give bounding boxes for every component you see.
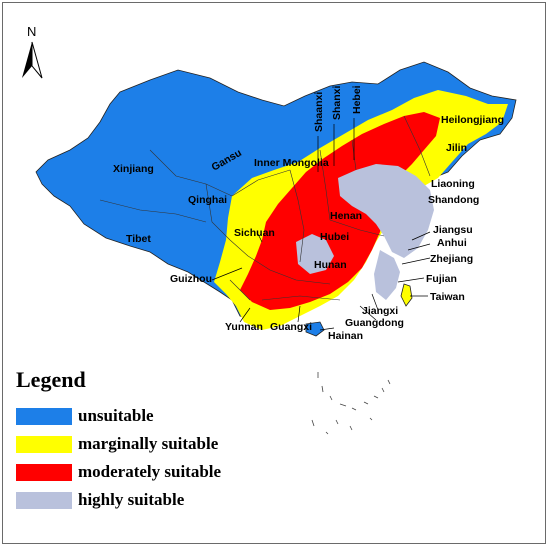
- south-sea-islands: [311, 372, 391, 435]
- label-yunnan: Yunnan: [225, 321, 263, 333]
- island-hainan: [305, 321, 325, 337]
- label-fujian: Fujian: [426, 273, 457, 285]
- label-heilongjiang: Heilongjiang: [441, 114, 504, 126]
- province-borders: [99, 115, 431, 301]
- label-shaanxi: Shaanxi: [313, 92, 325, 132]
- legend-item-unsuitable: unsuitable: [16, 406, 154, 426]
- island-taiwan: [400, 283, 413, 307]
- leader-lines: [211, 118, 431, 331]
- label-jiangsu: Jiangsu: [433, 224, 473, 236]
- north-arrow-icon: N: [22, 24, 43, 79]
- label-shanxi: Shanxi: [331, 85, 343, 120]
- legend-title: Legend: [16, 367, 86, 392]
- legend-label: unsuitable: [78, 406, 154, 425]
- legend-swatch: [16, 435, 72, 453]
- legend-label: highly suitable: [78, 490, 185, 509]
- label-xinjiang: Xinjiang: [113, 163, 154, 175]
- label-inner-mongolia: Inner Mongolia: [254, 157, 329, 169]
- label-zhejiang: Zhejiang: [430, 253, 473, 265]
- label-tibet: Tibet: [126, 233, 151, 245]
- legend-item-moderately-suitable: moderately suitable: [16, 462, 221, 482]
- legend-item-highly-suitable: highly suitable: [16, 490, 184, 510]
- label-qinghai: Qinghai: [188, 194, 227, 206]
- label-hubei: Hubei: [320, 231, 349, 243]
- label-guizhou: Guizhou: [170, 273, 212, 285]
- region-highly-suitable-south: [296, 234, 334, 274]
- label-henan: Henan: [330, 210, 362, 222]
- label-hunan: Hunan: [314, 259, 347, 271]
- label-liaoning: Liaoning: [431, 178, 475, 190]
- label-shandong: Shandong: [428, 194, 479, 206]
- label-sichuan: Sichuan: [234, 227, 275, 239]
- legend-item-marginally-suitable: marginally suitable: [16, 434, 218, 454]
- label-taiwan: Taiwan: [430, 291, 465, 303]
- region-moderately-suitable: [240, 112, 440, 310]
- region-highly-suitable-coast: [374, 250, 400, 300]
- label-guangxi: Guangxi: [270, 321, 312, 333]
- legend-swatch: [16, 407, 72, 425]
- legend-swatch: [16, 491, 72, 509]
- label-jilin: Jilin: [446, 142, 467, 154]
- region-highly-suitable-north: [338, 164, 434, 258]
- label-hebei: Hebei: [351, 85, 363, 114]
- legend-label: moderately suitable: [78, 462, 222, 481]
- north-label: N: [27, 24, 36, 39]
- label-guangdong: Guangdong: [345, 317, 404, 329]
- label-hainan: Hainan: [328, 330, 363, 342]
- label-anhui: Anhui: [437, 237, 467, 249]
- legend-swatch: [16, 463, 72, 481]
- legend-label: marginally suitable: [78, 434, 219, 453]
- label-jiangxi: Jiangxi: [362, 305, 398, 317]
